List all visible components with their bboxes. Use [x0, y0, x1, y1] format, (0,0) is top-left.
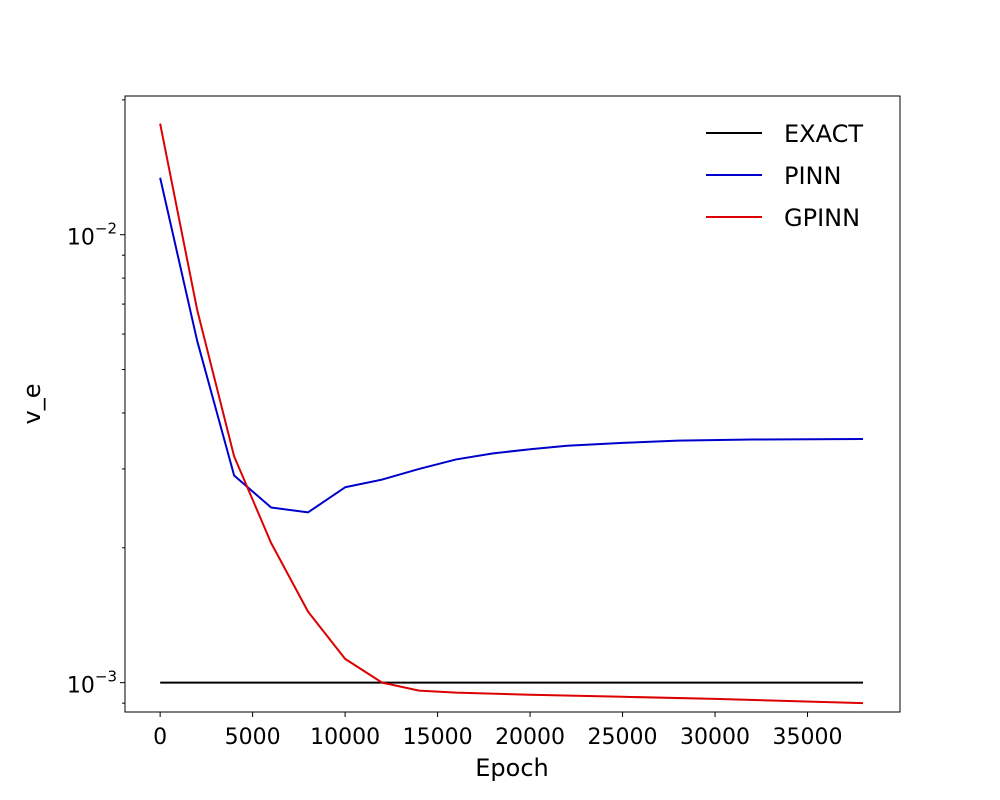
legend-label-gpinn: GPINN	[784, 204, 860, 232]
axis-ticks: 0 5000 10000 15000 20000 25000 30000 3500010−31…	[67, 99, 843, 750]
x-axis-label: Epoch	[475, 754, 549, 782]
y-tick-exponent: −2	[95, 220, 117, 238]
series-line-gpinn	[159, 123, 864, 705]
legend: EXACT PINN GPINN	[706, 120, 863, 232]
x-tick-label: 0	[153, 725, 167, 750]
x-tick-label: 15000	[403, 725, 473, 750]
y-tick-label: 10−3	[67, 668, 117, 699]
series-line-pinn	[159, 177, 864, 514]
x-tick-label: 10000	[310, 725, 380, 750]
y-tick-base: 10	[67, 226, 95, 251]
y-axis-label: v_e	[18, 384, 46, 425]
series-lines	[159, 123, 864, 705]
x-tick-label: 30000	[680, 725, 750, 750]
x-tick-label: 25000	[588, 725, 658, 750]
legend-label-pinn: PINN	[784, 162, 841, 190]
y-tick-exponent: −3	[95, 668, 117, 686]
plot-frame	[124, 95, 901, 713]
y-tick-base: 10	[67, 674, 95, 699]
legend-label-exact: EXACT	[784, 120, 863, 148]
x-tick-label: 5000	[225, 725, 281, 750]
x-tick-label: 20000	[495, 725, 565, 750]
x-tick-label: 35000	[773, 725, 843, 750]
y-tick-label: 10−2	[67, 220, 117, 251]
